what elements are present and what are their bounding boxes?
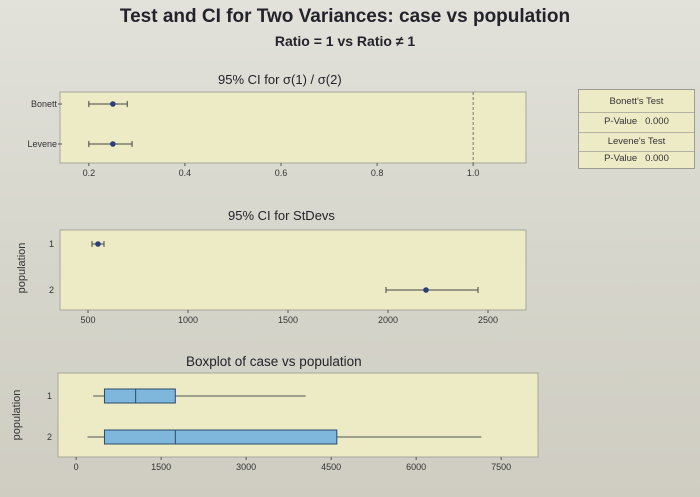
ratio-ci-title: 95% CI for σ(1) / σ(2) [218,72,342,87]
levene-pvalue: P-Value 0.000 [604,153,669,164]
ci-point [423,287,429,293]
ci-point [110,141,116,147]
category-label: 1 [49,239,54,249]
x-tick-label: 0.8 [371,168,384,178]
category-label: Levene [27,139,57,149]
category-label: Bonett [31,99,58,109]
boxplot-title: Boxplot of case vs population [186,354,362,369]
category-label: 2 [47,432,52,442]
chart-title: Test and CI for Two Variances: case vs p… [119,6,571,27]
box [103,429,338,445]
x-tick-label: 3000 [236,462,256,472]
x-tick-label: 7500 [491,462,511,472]
x-tick-label: 500 [80,315,95,325]
x-tick-label: 0.6 [275,168,288,178]
x-tick-label: 6000 [406,462,426,472]
x-tick-label: 0.2 [83,168,96,178]
x-tick-label: 1500 [278,315,298,325]
ci-point [110,101,116,107]
x-tick-label: 0 [74,462,79,472]
x-tick-label: 0.4 [179,168,192,178]
bonett-pvalue: P-Value 0.000 [604,116,669,127]
x-tick-label: 1500 [151,462,171,472]
results-divider [579,112,694,113]
x-tick-label: 2500 [478,315,498,325]
results-divider [579,151,694,152]
x-tick-label: 2000 [378,315,398,325]
category-label: 1 [47,391,52,401]
boxplot-ylabel: population [11,390,23,441]
levene-test-label: Levene's Test [607,136,666,147]
stdev-ci-ylabel: population [16,243,28,294]
ci-point [95,241,101,247]
x-tick-label: 4500 [321,462,341,472]
test-results-box: Bonett's Test P-Value 0.000 Levene's Tes… [578,89,695,169]
stdev-ci-title: 95% CI for StDevs [228,208,335,223]
x-tick-label: 1.0 [467,168,480,178]
chart-subtitle: Ratio = 1 vs Ratio ≠ 1 [274,33,416,49]
bonett-test-label: Bonett's Test [609,96,664,107]
ratio-ci-panel [59,91,527,164]
box [103,388,176,404]
stdev-ci-panel [59,229,527,311]
results-divider [579,132,694,133]
x-tick-label: 1000 [178,315,198,325]
category-label: 2 [49,285,54,295]
